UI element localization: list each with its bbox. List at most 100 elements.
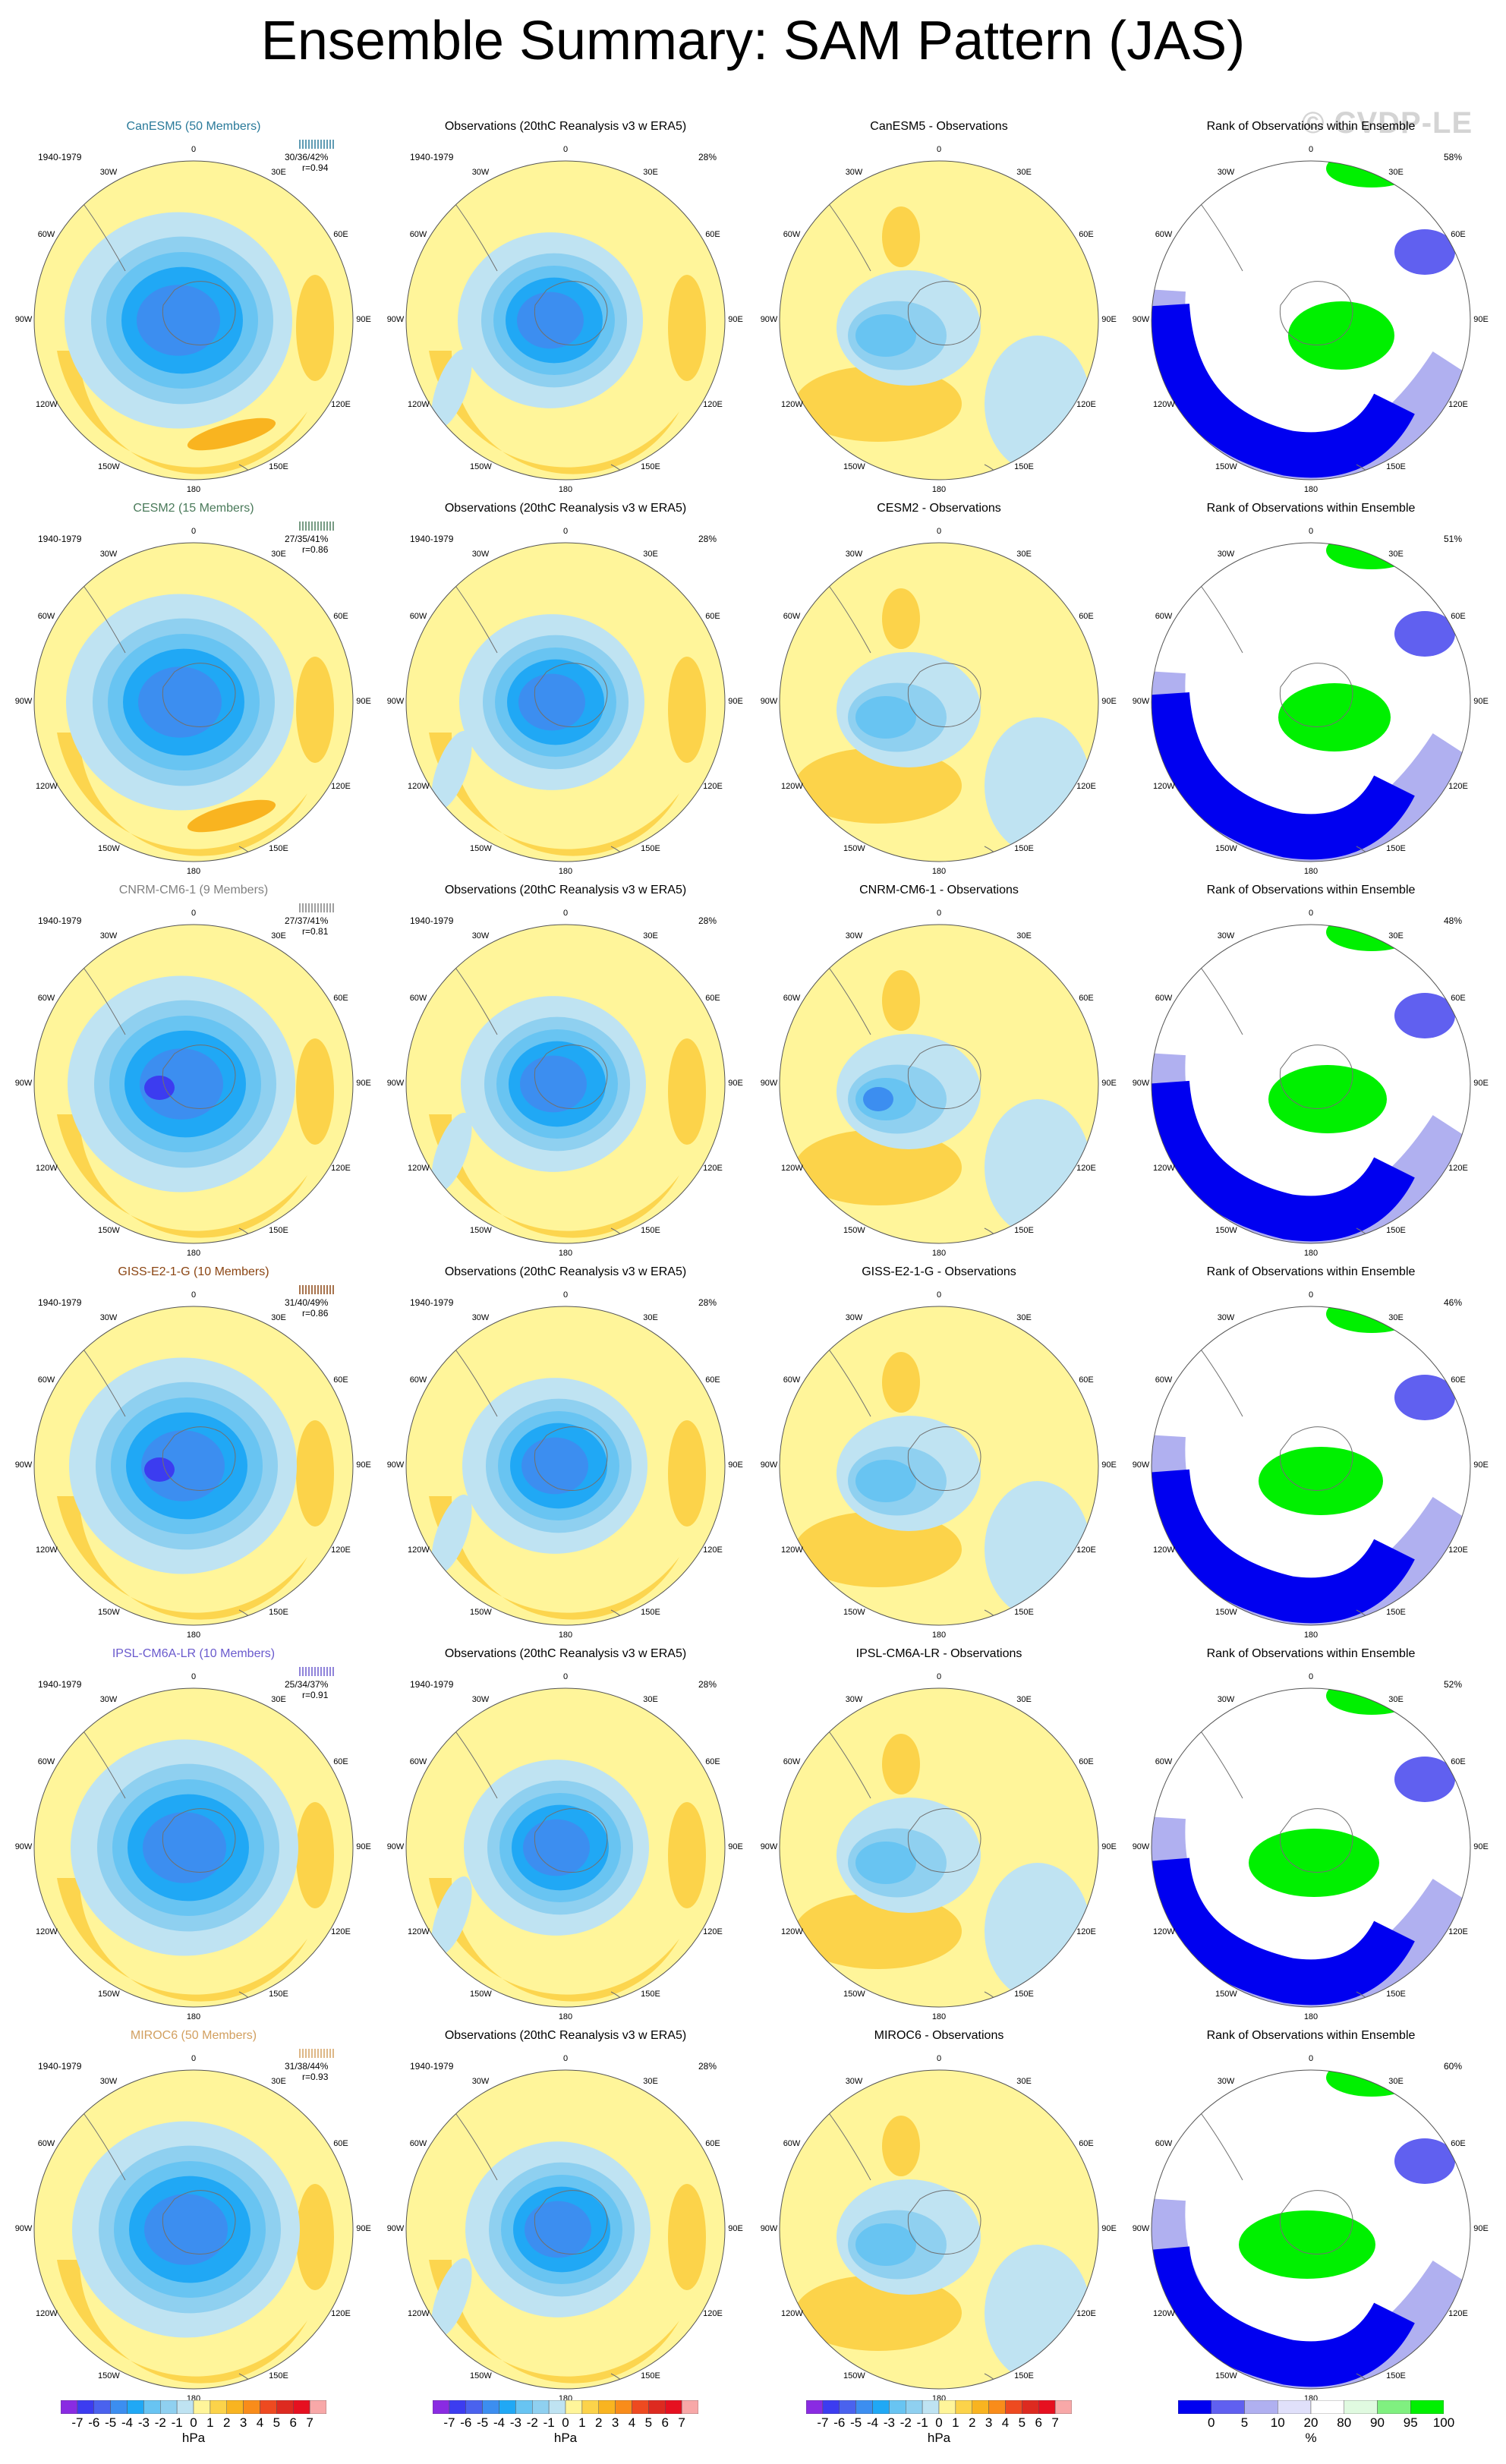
model-panel-title: CNRM-CM6-1 (9 Members) bbox=[118, 884, 269, 896]
pattern-stats: 31/38/44% r=0.93 bbox=[285, 2061, 328, 2082]
positive-lobe-east bbox=[668, 275, 706, 381]
longitude-label: 0 bbox=[936, 1672, 942, 1681]
longitude-label: 150W bbox=[98, 1989, 120, 1999]
longitude-label: 30E bbox=[1016, 550, 1032, 559]
rank-patch-mid bbox=[1394, 993, 1455, 1038]
longitude-label: 0 bbox=[1308, 527, 1314, 536]
positive-ring bbox=[429, 1114, 679, 1238]
colorbar-swatch bbox=[581, 2400, 599, 2414]
period-label: 1940-1979 bbox=[410, 915, 454, 926]
longitude-label: 60W bbox=[1155, 612, 1173, 621]
colorbar-tick-label: 80 bbox=[1337, 2415, 1352, 2430]
period-label: 1940-1979 bbox=[410, 2061, 454, 2072]
longitude-label: 90E bbox=[728, 1460, 743, 1470]
south-america-coast bbox=[824, 1344, 871, 1417]
obs-panel-title: Observations (20thC Reanalysis v3 w ERA5… bbox=[444, 120, 687, 133]
longitude-label: 150W bbox=[1215, 462, 1237, 471]
longitude-label: 150E bbox=[269, 1225, 288, 1235]
africa-coast bbox=[299, 949, 331, 956]
longitude-label: 180 bbox=[186, 867, 201, 876]
longitude-label: 60E bbox=[333, 994, 348, 1003]
longitude-label: 120E bbox=[1448, 1546, 1468, 1555]
longitude-label: 150E bbox=[1014, 462, 1034, 471]
map-border bbox=[33, 1306, 354, 1626]
positive-ring bbox=[429, 2260, 679, 2384]
antarctica-outline bbox=[162, 281, 236, 345]
longitude-label: 120W bbox=[36, 1927, 58, 1936]
longitude-label: 30W bbox=[99, 550, 118, 559]
colorbar-swatch bbox=[143, 2400, 161, 2414]
colorbar-swatch bbox=[938, 2400, 956, 2414]
variance-percent: 28% bbox=[698, 1679, 717, 1690]
colorbar-swatch bbox=[1410, 2400, 1444, 2414]
longitude-label: 90E bbox=[1473, 315, 1489, 324]
contour-level-2 bbox=[855, 314, 916, 357]
rank-band-low bbox=[1152, 2245, 1415, 2387]
longitude-label: 60E bbox=[333, 612, 348, 621]
antarctica-outline bbox=[162, 1045, 236, 1109]
longitude-label: 90E bbox=[728, 1079, 743, 1088]
colorbar-swatch bbox=[110, 2400, 128, 2414]
rank-band-low bbox=[1152, 303, 1415, 478]
colorbar-swatch bbox=[955, 2400, 972, 2414]
member-spread-ticks bbox=[299, 1285, 334, 1294]
period-label: 1940-1979 bbox=[38, 534, 82, 544]
longitude-label: 60W bbox=[37, 612, 55, 621]
longitude-label: 90E bbox=[356, 2224, 371, 2233]
rank-band-low bbox=[1152, 1469, 1415, 1624]
longitude-label: 150W bbox=[470, 1225, 492, 1235]
member-spread-ticks bbox=[299, 2049, 334, 2058]
colorbar-tick-label: -6 bbox=[460, 2415, 472, 2430]
longitude-label: 90E bbox=[728, 2224, 743, 2233]
longitude-label: 150W bbox=[843, 1225, 865, 1235]
longitude-label: 150E bbox=[1014, 843, 1034, 853]
rank-map bbox=[1151, 2069, 1471, 2390]
difference-positive-north bbox=[882, 588, 920, 649]
africa-coast bbox=[671, 1331, 703, 1338]
colorbar-tick-label: -1 bbox=[916, 2415, 928, 2430]
colorbar-tick-label: 1 bbox=[578, 2415, 586, 2430]
longitude-label: 60E bbox=[333, 1757, 348, 1766]
map-border bbox=[1151, 1306, 1471, 1626]
longitude-label: 30W bbox=[99, 1313, 118, 1322]
pattern-stats: 27/37/41% r=0.81 bbox=[285, 915, 328, 937]
longitude-label: 150E bbox=[641, 2371, 660, 2381]
colorbar-swatch bbox=[127, 2400, 144, 2414]
colorbar-tick-label: -2 bbox=[900, 2415, 912, 2430]
pattern-stats: 30/36/42% r=0.94 bbox=[285, 152, 328, 173]
longitude-label: 150W bbox=[98, 462, 120, 471]
longitude-label: 30W bbox=[99, 931, 118, 941]
diff-map bbox=[779, 542, 1099, 862]
antarctica-outline bbox=[162, 1808, 236, 1873]
map-border bbox=[779, 542, 1099, 862]
longitude-label: 90W bbox=[386, 1842, 405, 1851]
south-america-coast bbox=[79, 2107, 126, 2181]
longitude-label: 60E bbox=[705, 994, 720, 1003]
south-america-coast bbox=[79, 1344, 126, 1417]
longitude-label: 30W bbox=[845, 1695, 863, 1704]
obs-map bbox=[405, 1306, 726, 1626]
longitude-label: 30E bbox=[1016, 2077, 1032, 2086]
longitude-label: 150E bbox=[269, 462, 288, 471]
longitude-label: 120E bbox=[703, 1164, 723, 1173]
antarctica-outline bbox=[534, 281, 608, 345]
antarctica-outline bbox=[534, 1045, 608, 1109]
pressure-colorbar bbox=[61, 2400, 326, 2414]
map-border bbox=[33, 1687, 354, 2008]
contour-level-4 bbox=[520, 1055, 587, 1113]
negative-lobe-west bbox=[431, 1876, 472, 1956]
antarctica-outline bbox=[1279, 663, 1353, 727]
colorbar-tick-label: -2 bbox=[154, 2415, 166, 2430]
south-america-coast bbox=[451, 580, 498, 654]
africa-coast bbox=[1416, 185, 1448, 192]
longitude-label: 120W bbox=[1153, 400, 1175, 409]
model-panel-title: MIROC6 (50 Members) bbox=[130, 2029, 257, 2042]
longitude-label: 90W bbox=[1132, 1079, 1150, 1088]
positive-lobe-east bbox=[668, 657, 706, 763]
longitude-label: 30E bbox=[271, 1695, 286, 1704]
africa-coast bbox=[1044, 949, 1076, 956]
model-panel-title: CESM2 (15 Members) bbox=[133, 502, 254, 515]
longitude-label: 60E bbox=[1079, 1375, 1094, 1385]
rank-band-low bbox=[1152, 1080, 1415, 1242]
longitude-label: 90W bbox=[14, 2224, 33, 2233]
